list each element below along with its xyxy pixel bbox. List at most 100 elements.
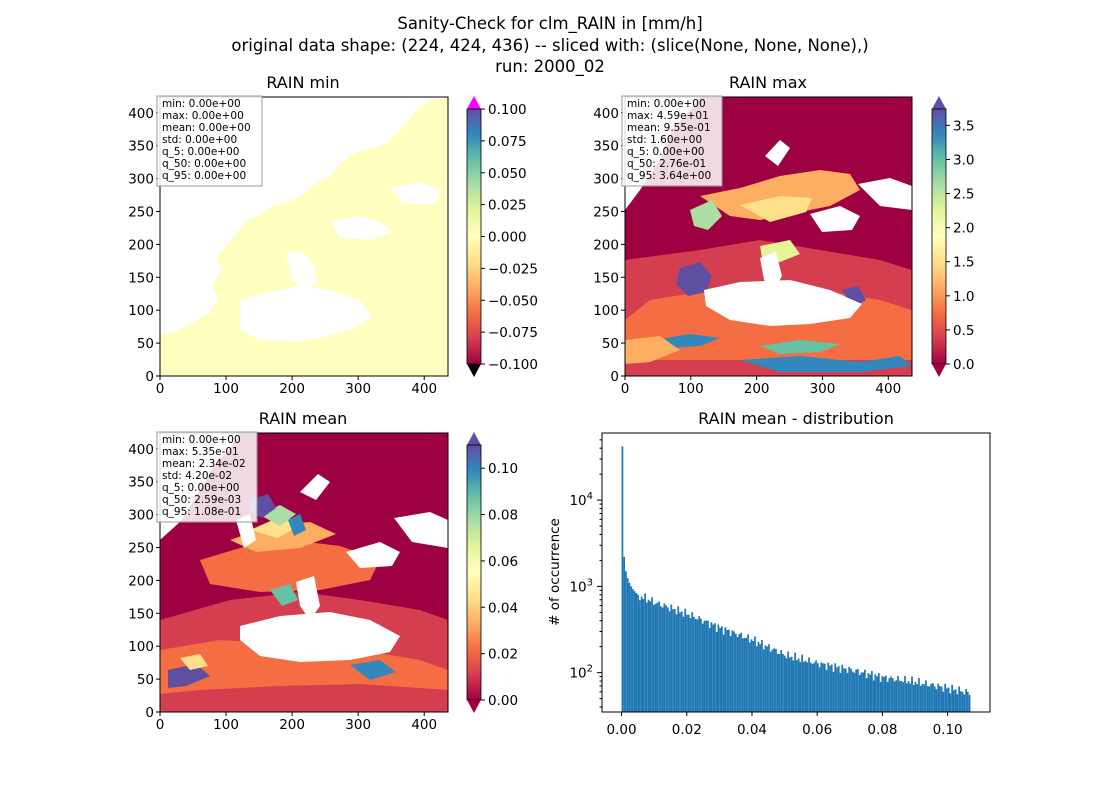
- axes-frame: [159, 96, 449, 377]
- histogram-bar: [874, 674, 877, 712]
- histogram-bar: [693, 616, 695, 712]
- histogram-bar: [947, 687, 950, 712]
- x-tick-label: 400: [875, 381, 901, 397]
- histogram-bar: [865, 678, 868, 712]
- histogram-bar: [687, 614, 690, 712]
- histogram-bar: [639, 600, 641, 712]
- histogram-bar: [864, 669, 866, 712]
- histogram-bar: [651, 597, 653, 712]
- histogram-bar: [761, 639, 763, 712]
- x-axis: 0 100 200 300 400: [621, 376, 901, 397]
- y-tick-label: 0: [145, 705, 154, 721]
- x-tick-label: 0.08: [867, 722, 897, 738]
- histogram-bar: [715, 631, 718, 712]
- colorbar-extend-bottom: [932, 364, 946, 377]
- histogram-bar: [965, 688, 967, 712]
- histogram-bar: [902, 682, 905, 712]
- histogram-bar: [668, 611, 671, 712]
- histogram-bar: [926, 686, 929, 712]
- histogram-bar: [801, 654, 803, 712]
- colorbar: 3.5 3.0 2.5 2.0 1.5 1.0 0.5 0.0: [931, 96, 974, 377]
- histogram-bar: [884, 675, 887, 712]
- histogram-bar: [886, 681, 889, 712]
- stats-line: min: 0.00e+00: [627, 98, 706, 110]
- sea-gaps: [240, 160, 440, 342]
- x-tick-label: 200: [744, 381, 770, 397]
- y-tick-label: 150: [593, 270, 619, 286]
- histogram-bar: [633, 591, 636, 712]
- histogram-bar: [853, 672, 856, 712]
- histogram-bar: [665, 605, 667, 712]
- x-tick-label: 300: [810, 381, 836, 397]
- histogram-bar: [703, 620, 706, 712]
- panel-rain-max: RAIN max 0 100 200 300 400 0 50 100 150: [593, 73, 974, 397]
- histogram-bar: [932, 683, 934, 712]
- histogram-bar: [809, 662, 812, 712]
- y-tick-label: 0: [610, 369, 619, 385]
- colorbar-tick-label: 2.5: [953, 187, 974, 203]
- histogram-bar: [632, 589, 634, 712]
- colorbar-extend-top: [932, 96, 946, 109]
- histogram-bar: [707, 620, 709, 712]
- histogram-bar: [799, 661, 802, 712]
- histogram-bar: [673, 609, 676, 712]
- stats-line: q_5: 0.00e+00: [627, 146, 704, 158]
- histogram-bar: [930, 683, 933, 712]
- axes-frame: [159, 432, 449, 713]
- histogram-bar: [872, 680, 875, 712]
- histogram-bar: [757, 641, 760, 712]
- histogram-bar: [837, 666, 840, 712]
- panel-rain-mean: RAIN mean 0 100 200 300 400 0: [128, 409, 518, 733]
- histogram-bar: [652, 604, 655, 712]
- colorbar-tick-label: −0.050: [488, 293, 538, 309]
- colorbar-ticks: 3.5 3.0 2.5 2.0 1.5 1.0 0.5 0.0: [946, 118, 974, 373]
- histogram-bar: [764, 645, 767, 712]
- histogram-bar: [736, 637, 739, 712]
- colorbar-tick-label: 0.5: [953, 323, 974, 339]
- histogram-bar: [759, 644, 762, 712]
- histogram-bar: [771, 649, 774, 712]
- histogram-bar: [644, 593, 646, 712]
- x-axis: 0 100 200 300 400: [156, 712, 437, 733]
- histogram-bar: [705, 620, 708, 712]
- histogram-bar: [839, 672, 842, 712]
- colorbar-tick-label: 0.050: [488, 166, 527, 182]
- histogram-bar: [649, 601, 652, 712]
- histogram-bar: [916, 684, 919, 712]
- histogram-bar: [881, 676, 884, 712]
- histogram-bar: [623, 556, 626, 712]
- colorbar-tick-label: 0.075: [488, 134, 527, 150]
- histogram-bar: [905, 683, 908, 712]
- colorbar-extend-top: [467, 432, 481, 445]
- y-axis: 0 50 100 150 200 250 300 350 400: [128, 106, 160, 385]
- histogram-bar: [818, 667, 821, 712]
- y-tick-label: 400: [128, 442, 154, 458]
- x-tick-label: 0.00: [607, 722, 637, 738]
- histogram-bar: [827, 662, 830, 712]
- histogram-bar: [921, 683, 924, 712]
- histogram-bar: [850, 668, 852, 712]
- histogram-bar: [891, 678, 894, 712]
- histogram-bar: [785, 658, 788, 712]
- x-tick-label: 100: [678, 381, 704, 397]
- histogram-bar: [762, 649, 765, 712]
- histogram-bar: [745, 637, 748, 712]
- histogram-bar: [755, 646, 758, 712]
- histogram-bar: [825, 669, 828, 712]
- y-tick-label: 250: [593, 204, 619, 220]
- histogram-bar: [928, 686, 931, 712]
- y-tick-label: 300: [593, 172, 619, 188]
- stats-line: max: 0.00e+00: [162, 110, 244, 122]
- histogram-bar: [672, 609, 674, 712]
- stats-box: min: 0.00e+00 max: 0.00e+00 mean: 0.00e+…: [156, 95, 263, 187]
- histogram-bar: [621, 446, 624, 712]
- colorbar-tick-label: 0.0: [953, 357, 974, 373]
- colorbar-tick-label: 0.02: [488, 647, 518, 663]
- histogram-bar: [871, 671, 873, 712]
- histogram-bar: [836, 667, 838, 712]
- histogram-bar: [694, 619, 697, 712]
- y-tick-label: 400: [593, 106, 619, 122]
- colorbar-extend-bottom: [467, 700, 481, 713]
- stats-line: min: 0.00e+00: [162, 434, 241, 446]
